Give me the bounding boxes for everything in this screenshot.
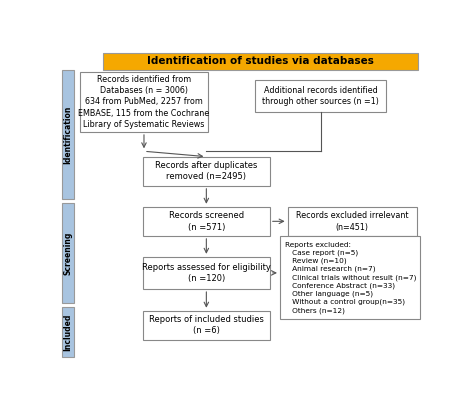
- Bar: [255, 80, 386, 112]
- Text: Reports excluded:
   Case report (n=5)
   Review (n=10)
   Animal research (n=7): Reports excluded: Case report (n=5) Revi…: [284, 241, 416, 313]
- Text: Reports assessed for eligibility
(n =120): Reports assessed for eligibility (n =120…: [142, 263, 271, 283]
- Bar: [288, 207, 417, 236]
- Text: Additional records identified
through other sources (n =1): Additional records identified through ot…: [262, 85, 379, 106]
- Text: Records after duplicates
removed (n=2495): Records after duplicates removed (n=2495…: [155, 161, 257, 182]
- Bar: [62, 307, 74, 357]
- Bar: [81, 72, 208, 132]
- Text: Records screened
(n =571): Records screened (n =571): [169, 211, 244, 232]
- Text: Identification: Identification: [64, 105, 73, 164]
- Bar: [62, 203, 74, 303]
- Bar: [62, 70, 74, 199]
- Text: Included: Included: [64, 313, 73, 350]
- Bar: [143, 157, 270, 186]
- Bar: [143, 207, 270, 236]
- Text: Reports of included studies
(n =6): Reports of included studies (n =6): [149, 315, 264, 335]
- Text: Records excluded irrelevant
(n=451): Records excluded irrelevant (n=451): [296, 211, 409, 232]
- Text: Screening: Screening: [64, 231, 73, 275]
- Bar: [143, 311, 270, 340]
- Text: Records identified from
Databases (n = 3006)
634 from PubMed, 2257 from
EMBASE, : Records identified from Databases (n = 3…: [78, 74, 210, 129]
- Bar: [143, 257, 270, 289]
- Bar: [280, 236, 420, 319]
- Bar: [103, 53, 419, 70]
- Text: Identification of studies via databases: Identification of studies via databases: [147, 56, 374, 66]
